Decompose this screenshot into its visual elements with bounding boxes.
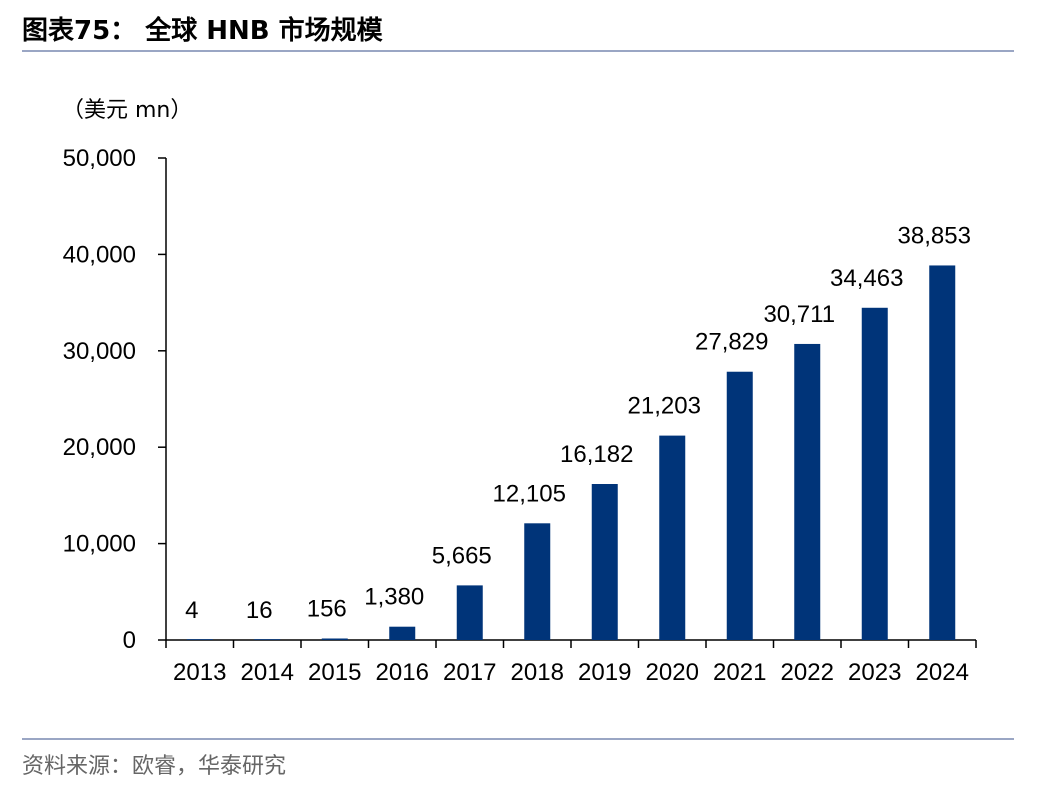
bar (456, 585, 483, 640)
y-tick-label: 40,000 (63, 241, 136, 268)
y-tick-label: 0 (123, 627, 136, 654)
title-divider (22, 50, 1014, 52)
y-axis-unit-label: （美元 mn） (62, 98, 193, 123)
data-label: 5,665 (432, 542, 492, 569)
bar (659, 435, 686, 640)
source-note: 资料来源：欧睿，华泰研究 (22, 754, 287, 779)
data-label: 16,182 (560, 441, 633, 468)
x-tick-label: 2021 (713, 659, 766, 686)
bar (321, 638, 348, 640)
x-tick-label: 2024 (916, 659, 969, 686)
x-tick-label: 2022 (781, 659, 834, 686)
data-label: 27,829 (695, 329, 768, 356)
bar (726, 371, 753, 640)
bar (524, 523, 551, 640)
bar (389, 626, 416, 640)
bar (929, 265, 956, 640)
x-tick-label: 2020 (646, 659, 699, 686)
data-label: 16 (246, 597, 273, 624)
x-tick-label: 2019 (578, 659, 631, 686)
y-tick-label: 20,000 (63, 434, 136, 461)
x-tick-label: 2013 (173, 659, 226, 686)
y-tick-label: 30,000 (63, 338, 136, 365)
x-tick-label: 2014 (241, 659, 294, 686)
x-tick-label: 2015 (308, 659, 361, 686)
data-label: 21,203 (628, 393, 701, 420)
data-label: 38,853 (898, 222, 971, 249)
bar (254, 639, 281, 640)
bar (861, 307, 888, 640)
bar (186, 639, 213, 640)
x-tick-label: 2018 (511, 659, 564, 686)
x-tick-label: 2016 (376, 659, 429, 686)
data-label: 30,711 (763, 301, 835, 328)
x-tick-label: 2023 (848, 659, 901, 686)
data-label: 4 (185, 597, 198, 624)
y-tick-label: 50,000 (63, 145, 136, 172)
data-label: 156 (307, 595, 347, 622)
source-divider (22, 738, 1014, 740)
figure-title: 图表75： 全球 HNB 市场规模 (22, 16, 383, 46)
data-label: 1,380 (364, 584, 424, 611)
y-tick-label: 10,000 (63, 531, 136, 558)
bar (591, 484, 618, 640)
data-label: 12,105 (493, 480, 566, 507)
data-label: 34,463 (830, 265, 903, 292)
bar (794, 343, 821, 640)
x-tick-label: 2017 (443, 659, 496, 686)
